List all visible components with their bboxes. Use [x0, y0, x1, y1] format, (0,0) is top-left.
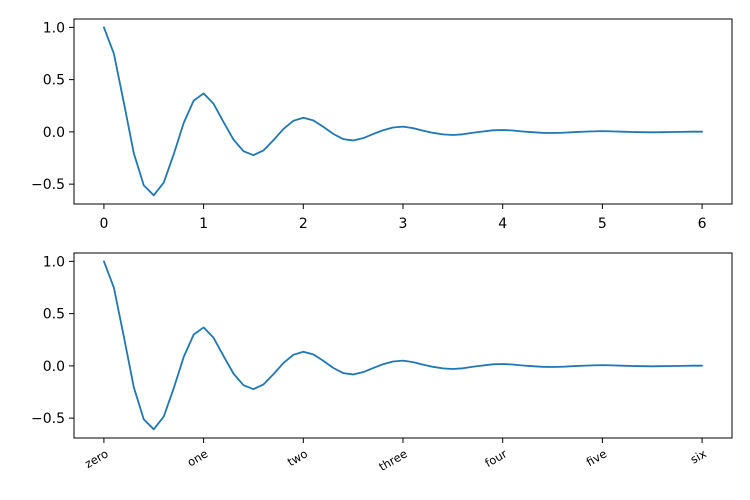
y-tick-label: 0.5: [43, 307, 65, 323]
y-tick-label: 0.0: [43, 359, 65, 375]
y-tick-label: −0.5: [31, 177, 65, 193]
series-line-0: [103, 26, 703, 197]
x-tick-label: two: [285, 446, 310, 469]
x-tick-label: 1: [199, 216, 208, 232]
x-tick-label: 2: [299, 216, 308, 232]
top-plot: 0 1 2 3 4 5 6 −0.5 0.0 0.5 1.0: [31, 18, 733, 232]
x-tick-label: five: [584, 446, 609, 469]
x-tick-label: 3: [399, 216, 408, 232]
y-tick-label: 1.0: [43, 20, 65, 36]
x-tick-label: six: [688, 446, 709, 466]
y-tick-label: 0.5: [43, 73, 65, 89]
x-tick-label: 4: [498, 216, 507, 232]
y-tick-label: −0.5: [31, 411, 65, 427]
y-tick-label: 1.0: [43, 254, 65, 270]
x-tick-label: 5: [598, 216, 607, 232]
bottom-plot: zero one two three four five six −0.5 0.0 0.5 1.0: [31, 252, 733, 474]
x-tick-label: zero: [82, 446, 110, 470]
x-tick-label: 0: [99, 216, 108, 232]
axes-frame: [73, 252, 733, 439]
y-tick-label: 0.0: [43, 125, 65, 141]
x-tick-label: three: [376, 446, 409, 473]
x-tick-label: four: [482, 446, 509, 470]
axes-frame: [73, 18, 733, 205]
x-tick-label: one: [185, 446, 211, 469]
x-tick-label: 6: [698, 216, 707, 232]
series-line-0: [103, 260, 703, 431]
